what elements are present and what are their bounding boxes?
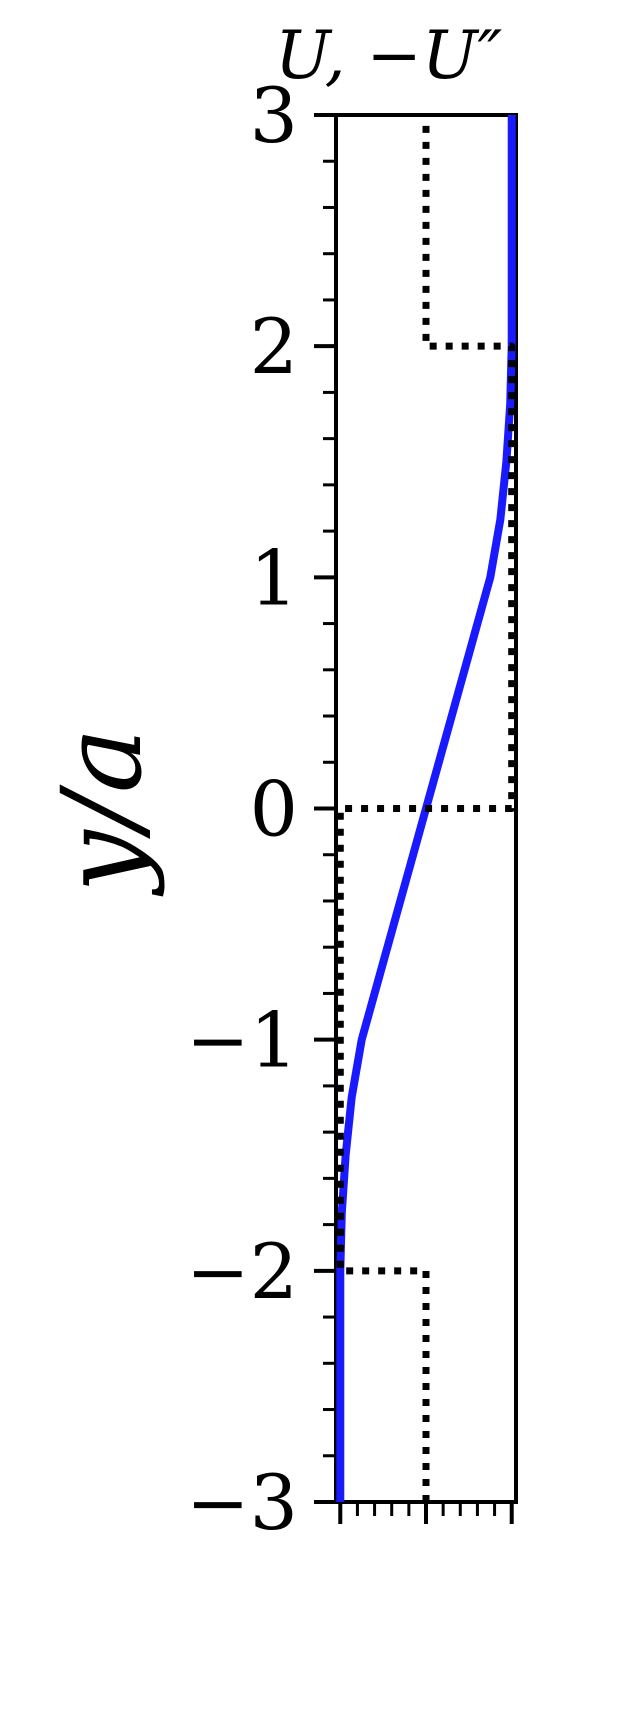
- y-tick-label: 1: [250, 533, 298, 622]
- y-tick-label: −1: [186, 996, 298, 1085]
- y-tick-label: −2: [186, 1227, 298, 1316]
- y-tick-label: −3: [186, 1458, 298, 1547]
- chart-title: U, −U″: [275, 17, 502, 94]
- labels-layer: −3 −2 −1 0 1 2 3: [186, 71, 298, 1547]
- y-tick-label: 3: [250, 71, 298, 160]
- y-axis-label: y/a: [38, 728, 166, 898]
- y-tick-label: 2: [250, 302, 298, 391]
- ticks-layer: [314, 113, 514, 1524]
- series-layer: [336, 115, 516, 1502]
- series-line-dotted: [336, 115, 516, 1502]
- y-tick-label: 0: [250, 765, 298, 854]
